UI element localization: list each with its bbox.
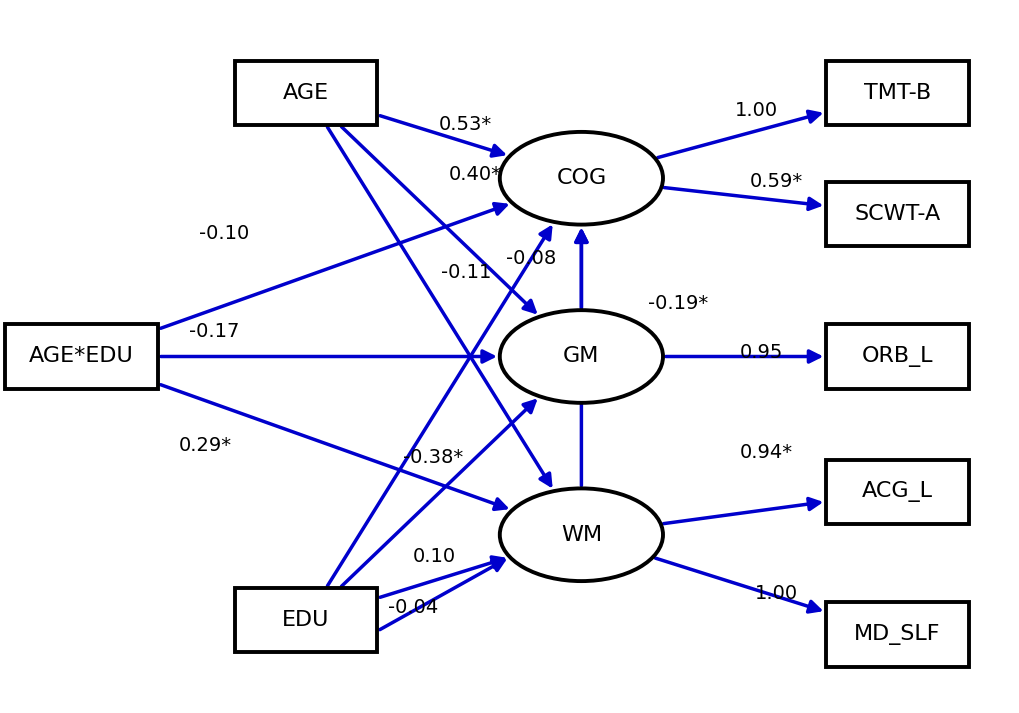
Text: COG: COG (555, 168, 606, 188)
FancyBboxPatch shape (825, 324, 968, 389)
Text: 0.59*: 0.59* (749, 173, 802, 191)
Text: 1.00: 1.00 (754, 584, 797, 602)
Text: -0.38*: -0.38* (403, 448, 463, 467)
FancyBboxPatch shape (5, 324, 158, 389)
Text: 0.40*: 0.40* (448, 165, 501, 184)
Ellipse shape (499, 488, 662, 581)
Text: ACG_L: ACG_L (861, 481, 932, 503)
Text: 0.10: 0.10 (413, 547, 455, 565)
Text: 1.00: 1.00 (734, 101, 776, 120)
Text: GM: GM (562, 347, 599, 366)
Text: 0.95: 0.95 (739, 344, 783, 362)
Ellipse shape (499, 310, 662, 403)
Text: 0.29*: 0.29* (178, 436, 231, 455)
Text: SCWT-A: SCWT-A (854, 204, 940, 224)
Text: AGE: AGE (282, 83, 329, 103)
FancyBboxPatch shape (234, 588, 377, 652)
FancyBboxPatch shape (234, 61, 377, 125)
Text: -0.19*: -0.19* (647, 294, 707, 312)
Text: -0.08: -0.08 (505, 250, 555, 268)
FancyBboxPatch shape (825, 602, 968, 667)
Text: -0.10: -0.10 (199, 225, 249, 243)
Text: TMT-B: TMT-B (863, 83, 930, 103)
Text: -0.17: -0.17 (189, 322, 238, 341)
Text: -0.04: -0.04 (387, 598, 437, 617)
Text: 0.53*: 0.53* (438, 116, 491, 134)
Text: -0.11: -0.11 (440, 263, 490, 282)
FancyBboxPatch shape (825, 182, 968, 246)
FancyBboxPatch shape (825, 460, 968, 524)
Text: AGE*EDU: AGE*EDU (30, 347, 133, 366)
Text: WM: WM (560, 525, 601, 545)
Text: ORB_L: ORB_L (861, 346, 932, 367)
Text: EDU: EDU (282, 610, 329, 630)
Text: MD_SLF: MD_SLF (854, 624, 940, 645)
Ellipse shape (499, 132, 662, 225)
FancyBboxPatch shape (825, 61, 968, 125)
Text: 0.94*: 0.94* (739, 443, 792, 462)
